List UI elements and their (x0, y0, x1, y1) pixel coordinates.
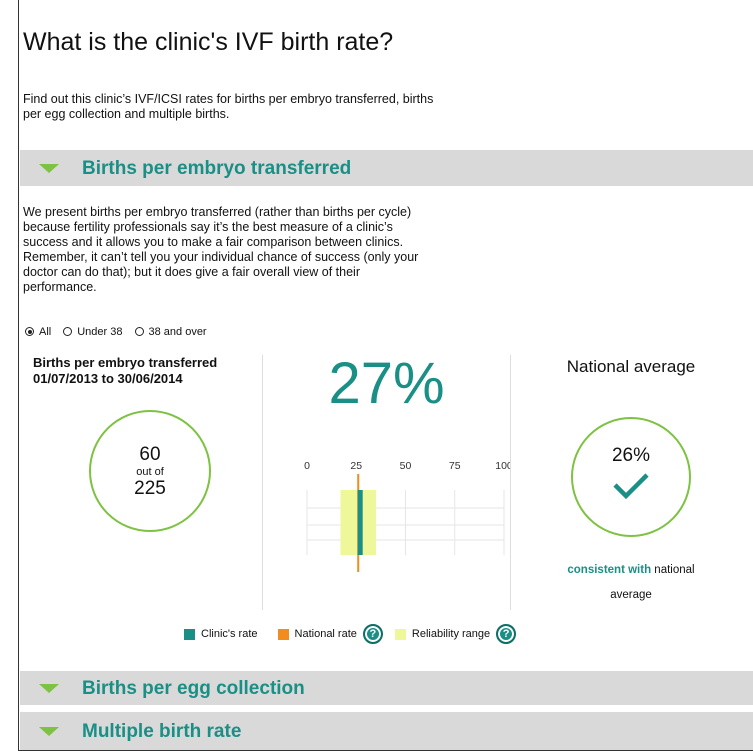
comparison-text: average (610, 589, 652, 601)
count-circle: 60 out of 225 (89, 410, 211, 532)
description-line: Remember, it can’t tell you your individ… (23, 250, 419, 264)
section-title: Births per egg collection (82, 678, 305, 699)
legend-swatch (277, 628, 289, 640)
out-of: out of (136, 466, 164, 478)
clinic-rate (357, 490, 363, 555)
national-label: National average (566, 357, 696, 376)
description-line: performance. (23, 280, 97, 294)
page: What is the clinic's IVF birth rate? Fin… (18, 0, 753, 751)
description-line: doctor can do that); but it does give a … (23, 265, 360, 279)
legend-swatch (394, 628, 406, 640)
clinic-rate: 27% (328, 351, 445, 416)
total: 225 (134, 478, 166, 499)
x-tick-label: 0 (304, 460, 310, 472)
filter-label: All (39, 326, 52, 338)
comparison-key: consistent with (567, 564, 652, 576)
legend-label: National rate (294, 628, 357, 640)
help-icon[interactable]: ? (362, 624, 383, 644)
help-icon[interactable]: ? (496, 624, 517, 644)
births: 60 (139, 444, 161, 465)
page-title: What is the clinic's IVF birth rate? (23, 28, 394, 56)
check-icon (613, 473, 649, 500)
filter-option[interactable]: 38 and over (134, 326, 207, 338)
comparison: consistent with national average (529, 558, 733, 608)
filter-label: 38 and over (148, 326, 207, 338)
rate-chart: 0 25 50 75 100 (304, 460, 510, 572)
x-tick-label: 25 (350, 460, 362, 472)
filter-option[interactable]: All (25, 326, 51, 338)
legend-label: Clinic's rate (201, 628, 258, 640)
section-header[interactable]: Births per embryo transferred (20, 150, 753, 186)
comparison-text: national (654, 564, 695, 576)
intro-line: per egg collection and multiple births. (23, 107, 230, 121)
divider (262, 355, 263, 610)
panel-title: Births per embryo transferred 01/07/2013 … (33, 355, 217, 387)
intro: Find out this clinic’s IVF/ICSI rates fo… (23, 92, 433, 122)
intro-line: Find out this clinic’s IVF/ICSI rates fo… (23, 92, 434, 106)
panel-title-line: Births per embryo transferred (33, 355, 218, 370)
description-line: We present births per embryo transferred… (23, 205, 412, 219)
national-rate: 26% (611, 445, 651, 466)
section-title: Multiple birth rate (82, 721, 242, 742)
legend-swatch (184, 628, 195, 640)
filter-label: Under 38 (77, 326, 123, 338)
radio (134, 327, 144, 336)
description: We present births per embryo transferred… (23, 205, 418, 295)
section-header[interactable]: Births per egg collection (20, 671, 753, 705)
x-tick-label: 75 (449, 460, 461, 472)
divider (510, 355, 511, 610)
legend: Clinic's rate National rate? Reliability r… (184, 624, 528, 644)
panel-title-line: 01/07/2013 to 30/06/2014 (33, 371, 183, 386)
national-circle: 26% (571, 417, 691, 537)
x-tick-label: 100 (495, 460, 510, 472)
x-tick-label: 50 (400, 460, 412, 472)
filter-option[interactable]: Under 38 (63, 326, 123, 338)
filters: All Under 38 38 and over (25, 326, 219, 338)
section-header[interactable]: Multiple birth rate (20, 712, 753, 750)
section-title: Births per embryo transferred (82, 158, 352, 179)
radio (25, 327, 34, 336)
radio (63, 327, 73, 336)
description-line: success and it allows you to make a fair… (23, 235, 404, 249)
description-line: because fertility professionals say it’s… (23, 220, 393, 234)
legend-label: Reliability range (411, 628, 491, 640)
